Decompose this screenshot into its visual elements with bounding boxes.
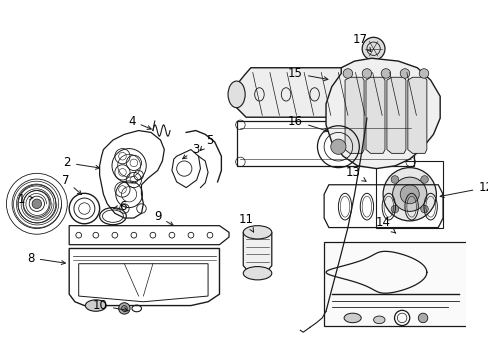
Text: 16: 16 (287, 114, 327, 132)
Ellipse shape (344, 313, 361, 323)
Ellipse shape (373, 316, 384, 324)
Text: 11: 11 (238, 213, 253, 232)
Circle shape (392, 177, 426, 211)
Circle shape (399, 185, 418, 204)
Text: 20: 20 (0, 359, 1, 360)
Text: 1: 1 (18, 193, 33, 206)
Polygon shape (386, 77, 405, 153)
Text: 15: 15 (287, 67, 327, 81)
Text: 8: 8 (27, 252, 65, 265)
Polygon shape (243, 232, 271, 273)
Polygon shape (231, 68, 414, 117)
Polygon shape (365, 77, 384, 153)
Circle shape (390, 205, 398, 213)
Text: 9: 9 (154, 210, 173, 226)
Circle shape (362, 37, 384, 60)
Bar (324, 242, 466, 325)
Text: 3: 3 (183, 143, 199, 159)
Text: 13: 13 (345, 166, 366, 181)
Circle shape (399, 69, 409, 78)
Circle shape (390, 176, 398, 183)
Text: 18: 18 (0, 359, 1, 360)
Circle shape (382, 168, 435, 221)
Ellipse shape (85, 300, 106, 311)
Circle shape (330, 139, 346, 154)
Ellipse shape (227, 81, 244, 108)
Polygon shape (407, 77, 426, 153)
Ellipse shape (243, 266, 271, 280)
Polygon shape (325, 58, 439, 168)
Circle shape (417, 313, 427, 323)
Circle shape (343, 69, 352, 78)
Circle shape (420, 205, 427, 213)
Text: 2: 2 (63, 156, 100, 169)
Circle shape (121, 306, 127, 311)
Polygon shape (345, 77, 364, 153)
Circle shape (418, 69, 428, 78)
Text: 4: 4 (128, 114, 151, 129)
Ellipse shape (243, 226, 271, 239)
Circle shape (119, 303, 130, 314)
Circle shape (381, 69, 390, 78)
Text: 6: 6 (113, 200, 126, 213)
Text: 5: 5 (200, 134, 213, 150)
Text: 10: 10 (93, 299, 128, 312)
Text: 19: 19 (0, 359, 1, 360)
Circle shape (32, 199, 41, 208)
Circle shape (362, 69, 371, 78)
Text: 7: 7 (61, 174, 81, 194)
Text: 17: 17 (352, 33, 370, 51)
Text: 14: 14 (375, 216, 395, 233)
Text: 12: 12 (439, 181, 488, 198)
Circle shape (420, 176, 427, 183)
